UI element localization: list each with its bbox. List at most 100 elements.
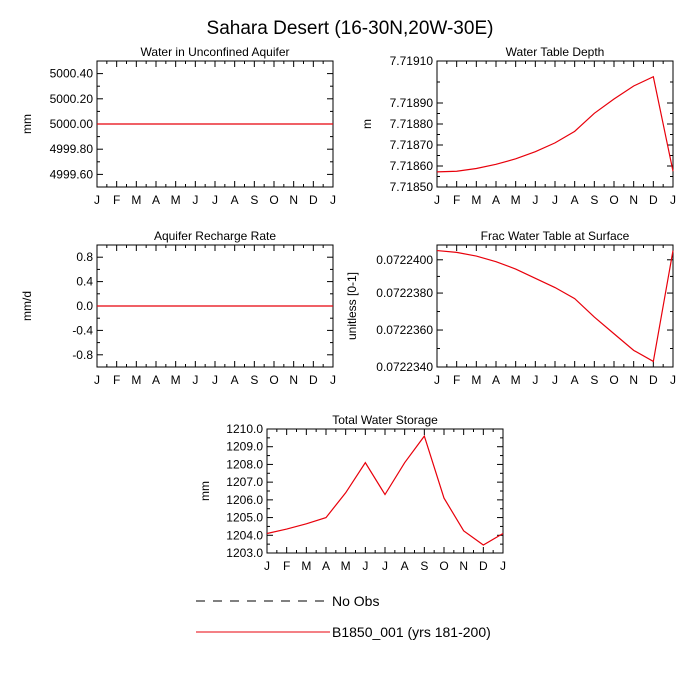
- x-tick-label: D: [649, 373, 658, 387]
- x-tick-label: M: [511, 373, 521, 387]
- x-tick-label: M: [511, 193, 521, 207]
- x-tick-label: J: [552, 373, 558, 387]
- x-tick-label: A: [492, 373, 500, 387]
- x-tick-label: M: [171, 193, 181, 207]
- y-axis-label: m: [360, 119, 374, 129]
- x-tick-label: N: [289, 193, 298, 207]
- x-tick-label: J: [670, 193, 676, 207]
- y-tick-label: 4999.80: [50, 142, 94, 156]
- y-axis-label: unitless [0-1]: [345, 272, 359, 340]
- y-axis-label: mm/d: [20, 291, 34, 321]
- chart-title: Frac Water Table at Surface: [481, 229, 630, 243]
- figure-title: Sahara Desert (16-30N,20W-30E): [207, 18, 494, 39]
- x-tick-label: O: [609, 373, 618, 387]
- x-tick-label: J: [212, 193, 218, 207]
- x-tick-label: M: [171, 373, 181, 387]
- y-tick-label: 1204.0: [226, 528, 263, 542]
- y-tick-label: 7.71870: [390, 138, 434, 152]
- y-tick-label: 7.71890: [390, 96, 434, 110]
- x-tick-label: D: [649, 193, 658, 207]
- y-axis-label: mm: [198, 481, 212, 501]
- series-line: [266, 434, 504, 546]
- y-tick-label: 0.0722380: [376, 286, 433, 300]
- y-tick-label: 1208.0: [226, 457, 263, 471]
- legend-label: B1850_001 (yrs 181-200): [332, 624, 491, 640]
- x-tick-label: F: [113, 193, 120, 207]
- y-tick-label: 4999.60: [50, 167, 94, 181]
- x-tick-label: M: [341, 559, 351, 573]
- x-tick-label: F: [453, 193, 460, 207]
- x-tick-label: F: [113, 373, 120, 387]
- x-tick-label: O: [609, 193, 618, 207]
- x-tick-label: J: [94, 373, 100, 387]
- y-tick-label: 0.8: [76, 250, 93, 264]
- x-tick-label: J: [434, 373, 440, 387]
- chart-title: Water in Unconfined Aquifer: [141, 45, 290, 59]
- y-tick-label: 7.71880: [390, 117, 434, 131]
- x-tick-label: J: [192, 193, 198, 207]
- y-tick-label: 7.71860: [390, 159, 434, 173]
- x-tick-label: S: [590, 373, 598, 387]
- y-tick-label: 7.71850: [390, 180, 434, 194]
- x-tick-label: J: [552, 193, 558, 207]
- y-tick-label: 0.0722400: [376, 253, 433, 267]
- x-tick-label: M: [471, 373, 481, 387]
- x-tick-label: J: [532, 193, 538, 207]
- x-tick-label: S: [590, 193, 598, 207]
- y-tick-label: 0.0722360: [376, 323, 433, 337]
- y-tick-label: 0.0722340: [376, 360, 433, 374]
- y-tick-label: -0.8: [72, 348, 93, 362]
- y-tick-label: 0.4: [76, 275, 93, 289]
- chart-title: Total Water Storage: [332, 413, 438, 427]
- y-tick-label: 1203.0: [226, 546, 263, 560]
- x-tick-label: D: [309, 193, 318, 207]
- legend: No Obs B1850_001 (yrs 181-200): [196, 593, 491, 640]
- y-tick-label: 5000.00: [50, 117, 94, 131]
- x-tick-label: A: [571, 373, 579, 387]
- x-tick-label: F: [283, 559, 290, 573]
- series-line: [436, 75, 674, 173]
- x-tick-label: A: [401, 559, 409, 573]
- x-tick-label: S: [420, 559, 428, 573]
- x-tick-label: J: [670, 373, 676, 387]
- plot-frame: [436, 244, 674, 368]
- x-tick-label: S: [250, 193, 258, 207]
- x-tick-label: N: [629, 373, 638, 387]
- x-tick-label: A: [152, 193, 160, 207]
- x-tick-label: J: [330, 193, 336, 207]
- y-tick-label: 1205.0: [226, 511, 263, 525]
- x-tick-label: J: [330, 373, 336, 387]
- x-tick-label: A: [231, 193, 239, 207]
- x-tick-label: N: [629, 193, 638, 207]
- x-tick-label: N: [459, 559, 468, 573]
- legend-item-no-obs: No Obs: [196, 593, 379, 609]
- x-tick-label: A: [571, 193, 579, 207]
- x-tick-label: A: [322, 559, 330, 573]
- x-tick-label: A: [231, 373, 239, 387]
- y-tick-label: 5000.20: [50, 92, 94, 106]
- x-tick-label: J: [192, 373, 198, 387]
- x-tick-label: M: [301, 559, 311, 573]
- x-tick-label: J: [500, 559, 506, 573]
- y-tick-label: -0.4: [72, 323, 93, 337]
- y-tick-label: 1210.0: [226, 422, 263, 436]
- x-tick-label: J: [362, 559, 368, 573]
- y-tick-label: 1207.0: [226, 475, 263, 489]
- x-tick-label: J: [382, 559, 388, 573]
- y-tick-label: 1206.0: [226, 493, 263, 507]
- y-tick-label: 0.0: [76, 299, 93, 313]
- x-tick-label: D: [309, 373, 318, 387]
- legend-label: No Obs: [332, 593, 379, 609]
- x-tick-label: O: [439, 559, 448, 573]
- series-line: [436, 249, 674, 363]
- x-tick-label: O: [269, 193, 278, 207]
- chart-title: Aquifer Recharge Rate: [154, 229, 276, 243]
- y-tick-label: 5000.40: [50, 67, 94, 81]
